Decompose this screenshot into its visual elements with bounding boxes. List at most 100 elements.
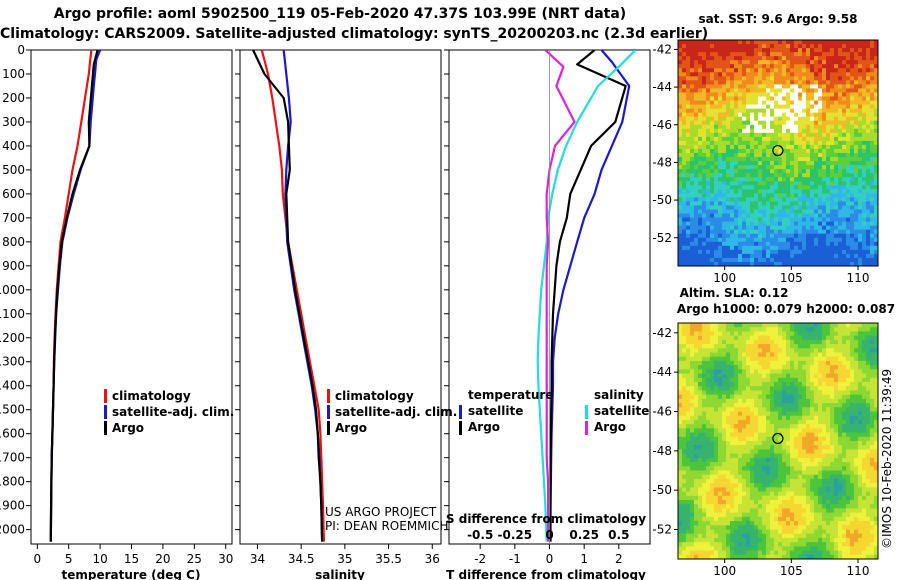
map-cell: [814, 249, 819, 255]
map-cell: [854, 415, 859, 421]
map-cell: [758, 169, 763, 174]
map-cell: [710, 68, 715, 73]
map-cell: [682, 432, 687, 438]
map-cell: [770, 344, 775, 349]
map-cell: [870, 394, 875, 400]
map-cell: [874, 331, 879, 337]
map-cell: [850, 153, 855, 158]
map-cell: [838, 52, 843, 57]
map-cell: [778, 205, 783, 210]
map-cell: [790, 339, 795, 345]
map-cell: [858, 185, 863, 190]
map-cell: [686, 474, 691, 480]
map-cell: [746, 474, 751, 480]
map-cell: [766, 257, 771, 263]
map-cell: [822, 40, 827, 45]
map-cell: [702, 116, 707, 122]
legend-label-s-argo: Argo: [594, 420, 626, 434]
map-cell: [750, 483, 755, 488]
map-cell: [830, 128, 835, 134]
map-cell: [850, 445, 855, 450]
map-cell: [726, 344, 731, 349]
map-cell: [762, 386, 767, 391]
map-cell: [838, 478, 843, 484]
map-cell: [746, 419, 751, 425]
map-cell: [862, 436, 867, 442]
map-cell: [766, 462, 771, 467]
map-cell: [686, 360, 691, 366]
map-cell: [746, 382, 751, 387]
map-cell: [790, 120, 795, 126]
map-cell: [750, 165, 755, 170]
map-cell: [710, 386, 715, 391]
map-cell: [838, 327, 843, 332]
legend-swatch-climatology: [327, 389, 330, 403]
map-cell: [702, 233, 707, 239]
map-cell: [682, 225, 687, 231]
map-cell: [682, 339, 687, 345]
map-cell: [790, 72, 795, 77]
map-cell: [866, 100, 871, 105]
map-cell: [842, 108, 847, 114]
map-cell: [870, 386, 875, 391]
map-cell: [854, 382, 859, 387]
map-cell: [766, 92, 771, 97]
map-cell: [866, 457, 871, 463]
map-cell: [858, 428, 863, 433]
map-cell: [778, 249, 783, 255]
map-cell: [706, 84, 711, 89]
project-label: US ARGO PROJECT: [325, 505, 437, 519]
map-cell: [710, 394, 715, 400]
map-cell: [770, 128, 775, 134]
map-cell: [866, 407, 871, 412]
map-cell: [778, 116, 783, 122]
map-cell: [778, 201, 783, 206]
map-cell: [726, 193, 731, 198]
map-cell: [762, 213, 767, 218]
map-cell: [790, 462, 795, 467]
map-cell: [794, 390, 799, 396]
map-cell: [734, 157, 739, 162]
map-cell: [718, 124, 723, 130]
map-cell: [702, 40, 707, 45]
map-cell: [738, 436, 743, 442]
map-cell: [678, 424, 683, 429]
map-cell: [758, 177, 763, 182]
map-cell: [706, 108, 711, 114]
map-cell: [786, 462, 791, 467]
map-cell: [806, 241, 811, 247]
map-cell: [778, 348, 783, 353]
map-cell: [814, 84, 819, 89]
map-cell: [774, 462, 779, 467]
map-cell: [754, 487, 759, 492]
map-cell: [806, 348, 811, 353]
map-cell: [762, 100, 767, 105]
map-cell: [814, 327, 819, 332]
map-cell: [714, 153, 719, 158]
map-cell: [702, 104, 707, 110]
map-cell: [746, 100, 751, 105]
map-cell: [774, 327, 779, 332]
map-cell: [690, 205, 695, 210]
map-cell: [746, 365, 751, 370]
map-cell: [810, 373, 815, 379]
map-cell: [718, 189, 723, 194]
map-cell: [778, 76, 783, 81]
map-cell: [706, 390, 711, 396]
map-cell: [766, 221, 771, 227]
map-cell: [714, 462, 719, 467]
map-cell: [730, 432, 735, 438]
map-cell: [838, 44, 843, 49]
map-cell: [798, 432, 803, 438]
map-cell: [830, 428, 835, 433]
map-cell: [742, 449, 747, 455]
map-cell: [750, 169, 755, 174]
map-cell: [774, 88, 779, 93]
map-cell: [734, 261, 739, 267]
map-cell: [754, 76, 759, 81]
map-cell: [758, 165, 763, 170]
map-cell: [782, 407, 787, 412]
map-cell: [762, 344, 767, 349]
map-cell: [754, 48, 759, 53]
map-cell: [810, 466, 815, 471]
